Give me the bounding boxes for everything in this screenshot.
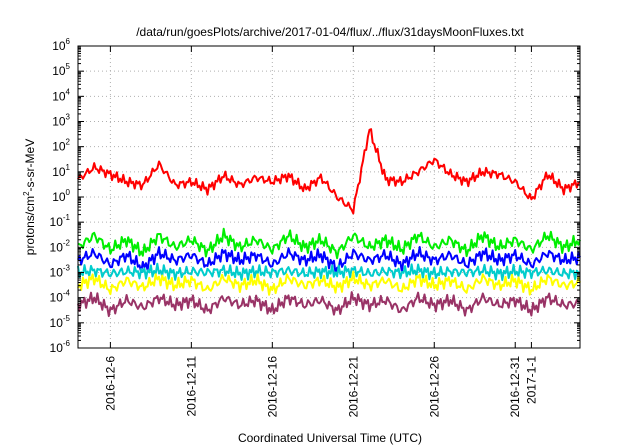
y-tick-base: 10 bbox=[50, 316, 64, 330]
y-tick-base: 10 bbox=[52, 39, 66, 53]
x-axis-ticks: 2016-12-6 2016-12-11 2016-12-16 2016-12-21 2… bbox=[103, 46, 538, 417]
y-tick-exp: -3 bbox=[63, 264, 71, 273]
series-group bbox=[77, 128, 581, 318]
y-tick-base: 10 bbox=[52, 64, 66, 78]
y-tick-base: 10 bbox=[50, 341, 64, 355]
x-tick-label: 2016-12-11 bbox=[184, 356, 198, 417]
y-tick-label: 10-3 bbox=[50, 264, 71, 280]
y-tick-base: 10 bbox=[52, 190, 66, 204]
y-tick-exp: 4 bbox=[66, 87, 71, 96]
y-tick-base: 10 bbox=[50, 291, 64, 305]
y-tick-exp: 0 bbox=[66, 188, 71, 197]
y-tick-label: 10-5 bbox=[50, 314, 71, 330]
y-tick-label: 10-1 bbox=[50, 213, 71, 229]
x-tick-label: 2016-12-16 bbox=[265, 356, 279, 418]
y-tick-label: 106 bbox=[52, 37, 70, 53]
series-line-5 bbox=[77, 291, 581, 318]
series-line-2 bbox=[77, 246, 581, 274]
y-tick-base: 10 bbox=[52, 89, 66, 103]
y-tick-label: 100 bbox=[52, 188, 70, 204]
chart-title: /data/run/goesPlots/archive/2017-01-04/f… bbox=[136, 25, 524, 39]
y-tick-label: 10-4 bbox=[50, 289, 71, 305]
series-line-3 bbox=[77, 262, 581, 282]
y-tick-base: 10 bbox=[52, 115, 66, 129]
y-tick-exp: -6 bbox=[63, 339, 71, 348]
y-tick-label: 103 bbox=[52, 113, 70, 129]
y-tick-base: 10 bbox=[52, 140, 66, 154]
x-tick-label: 2016-12-26 bbox=[427, 356, 441, 418]
y-tick-exp: 3 bbox=[66, 113, 71, 122]
y-tick-exp: -2 bbox=[63, 238, 71, 247]
y-tick-label: 10-2 bbox=[50, 238, 71, 254]
y-tick-base: 10 bbox=[52, 165, 66, 179]
series-line-4 bbox=[77, 270, 581, 296]
series-line-0 bbox=[77, 128, 581, 215]
x-axis-label: Coordinated Universal Time (UTC) bbox=[238, 431, 422, 445]
y-tick-label: 101 bbox=[52, 163, 70, 179]
series-line-1 bbox=[77, 227, 581, 260]
y-tick-exp: 6 bbox=[66, 37, 71, 46]
y-tick-exp: 1 bbox=[66, 163, 71, 172]
x-tick-label: 2016-12-21 bbox=[346, 356, 360, 418]
x-tick-label: 2017-1-1 bbox=[524, 356, 538, 404]
y-tick-base: 10 bbox=[50, 215, 64, 229]
y-axis-label: protons/cm2-s-sr-MeV bbox=[22, 139, 37, 255]
y-tick-label: 104 bbox=[52, 87, 70, 103]
x-tick-label: 2016-12-31 bbox=[508, 356, 522, 418]
y-tick-exp: -1 bbox=[63, 213, 71, 222]
y-tick-base: 10 bbox=[50, 266, 64, 280]
y-axis-ticks: 10-610-510-410-310-210-11001011021031041… bbox=[50, 37, 580, 355]
y-tick-label: 10-6 bbox=[50, 339, 71, 355]
x-tick-label: 2016-12-6 bbox=[103, 356, 117, 411]
y-axis-label-post: -s-sr-MeV bbox=[23, 139, 37, 192]
y-tick-exp: -5 bbox=[63, 314, 71, 323]
y-tick-exp: 5 bbox=[66, 62, 71, 71]
y-axis-label-pre: protons/cm bbox=[23, 196, 37, 255]
y-tick-exp: 2 bbox=[66, 138, 71, 147]
y-tick-exp: -4 bbox=[63, 289, 71, 298]
y-axis-label-sup: 2 bbox=[22, 191, 31, 196]
y-tick-label: 105 bbox=[52, 62, 70, 78]
y-tick-base: 10 bbox=[50, 240, 64, 254]
y-tick-label: 102 bbox=[52, 138, 70, 154]
